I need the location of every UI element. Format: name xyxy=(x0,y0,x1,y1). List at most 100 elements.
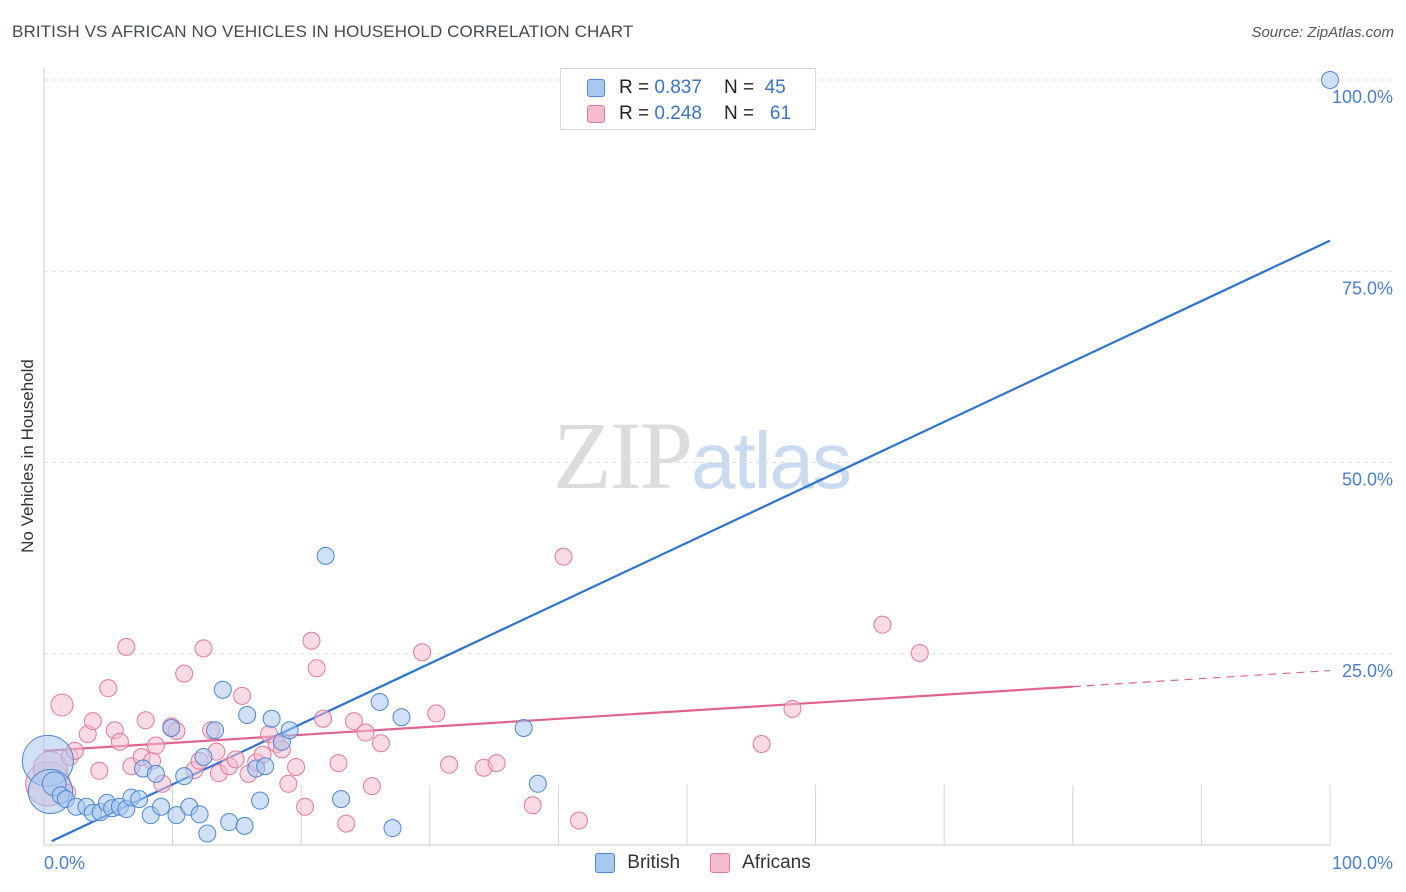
african-point xyxy=(136,711,155,730)
african-point xyxy=(175,664,194,683)
african-point xyxy=(873,615,892,634)
legend-swatch-africans xyxy=(587,105,605,123)
african-trend-line xyxy=(43,685,1073,753)
series-label-british: British xyxy=(627,852,681,873)
african-point xyxy=(83,712,102,731)
series-legend: British Africans xyxy=(0,852,1406,874)
point-layer xyxy=(21,71,1339,843)
african-point xyxy=(194,639,213,658)
legend-n-label: N = xyxy=(723,103,755,124)
source-credit: Source: ZipAtlas.com xyxy=(1251,24,1394,41)
african-point xyxy=(302,631,321,650)
axis-layer xyxy=(43,68,1330,846)
african-trend-extension xyxy=(1072,669,1331,688)
watermark-zip: ZIP xyxy=(553,402,693,509)
x-tick-label-start: 0.0% xyxy=(44,853,85,873)
legend-r-value: 0.837 xyxy=(654,77,702,98)
african-point xyxy=(90,761,109,780)
british-point xyxy=(206,721,225,740)
series-legend-british[interactable]: British xyxy=(595,852,680,874)
y-tick-label: 50.0% xyxy=(1342,470,1393,490)
series-legend-africans[interactable]: Africans xyxy=(710,852,811,874)
correlation-legend: R = 0.837 N = 45 R = 0.248 N = 61 xyxy=(560,68,816,130)
british-point xyxy=(235,816,254,835)
african-point xyxy=(314,709,333,728)
watermark-atlas: atlas xyxy=(691,416,852,505)
african-point xyxy=(99,679,118,698)
british-point xyxy=(370,692,389,711)
legend-n-label: N = xyxy=(723,77,755,98)
british-point xyxy=(213,680,232,699)
african-point xyxy=(371,734,390,753)
british-point xyxy=(316,546,335,565)
african-point xyxy=(440,755,459,774)
african-point xyxy=(337,814,356,833)
african-point xyxy=(344,712,363,731)
british-point xyxy=(152,797,171,816)
african-point xyxy=(523,796,542,815)
african-point xyxy=(226,750,245,769)
grid-layer xyxy=(44,79,1395,845)
legend-n-value: 61 xyxy=(769,103,792,124)
x-tick-label-end: 100.0% xyxy=(1332,853,1393,873)
british-trend-line xyxy=(51,239,1331,843)
african-point xyxy=(910,643,929,662)
british-point xyxy=(262,709,281,728)
african-point xyxy=(362,777,381,796)
african-point xyxy=(783,699,802,718)
y-tick-label: 75.0% xyxy=(1342,278,1393,298)
british-point xyxy=(280,721,299,740)
legend-r-label: R = xyxy=(619,77,650,98)
british-point xyxy=(146,764,165,783)
african-point xyxy=(50,693,74,717)
african-point xyxy=(287,757,306,776)
british-point xyxy=(251,791,270,810)
series-swatch-africans xyxy=(710,853,731,873)
african-point xyxy=(427,704,446,723)
british-point xyxy=(198,824,217,843)
legend-r-label: R = xyxy=(619,103,650,124)
british-point xyxy=(256,757,275,776)
african-point xyxy=(279,774,298,793)
british-point xyxy=(392,708,411,727)
legend-n-value: 45 xyxy=(764,77,786,98)
british-point xyxy=(1321,71,1339,89)
series-swatch-british xyxy=(595,853,616,873)
watermark: ZIPatlas xyxy=(553,400,852,511)
african-point xyxy=(413,643,432,662)
british-point xyxy=(383,819,402,838)
british-point xyxy=(514,718,533,737)
african-point xyxy=(110,732,129,751)
legend-row-british: R = 0.837 N = 45 xyxy=(587,77,786,99)
y-tick-label: 100.0% xyxy=(1332,87,1393,107)
african-point xyxy=(329,754,348,773)
african-point xyxy=(296,797,315,816)
african-point xyxy=(356,723,375,742)
british-point xyxy=(528,774,547,793)
british-point xyxy=(175,767,194,786)
british-point xyxy=(130,790,149,809)
british-point xyxy=(220,813,239,832)
african-point xyxy=(233,686,252,705)
series-label-africans: Africans xyxy=(742,852,811,873)
african-point xyxy=(569,811,588,830)
british-point xyxy=(190,805,209,824)
african-point xyxy=(487,754,506,773)
tick-label-layer: 25.0% 50.0% 75.0% 100.0% 0.0% 100.0% xyxy=(44,87,1393,873)
british-point xyxy=(162,718,181,737)
african-point xyxy=(307,659,326,678)
african-point xyxy=(752,735,771,754)
legend-row-africans: R = 0.248 N = 61 xyxy=(587,103,791,125)
african-point xyxy=(117,637,136,656)
british-point xyxy=(238,705,257,724)
british-point xyxy=(194,748,213,767)
y-tick-label: 25.0% xyxy=(1342,661,1393,681)
legend-swatch-british xyxy=(587,79,605,97)
chart-title: BRITISH VS AFRICAN NO VEHICLES IN HOUSEH… xyxy=(12,22,634,41)
african-point xyxy=(146,736,165,755)
british-point xyxy=(167,806,186,825)
african-point xyxy=(554,547,573,566)
british-point xyxy=(332,790,351,809)
legend-r-value: 0.248 xyxy=(654,103,702,124)
